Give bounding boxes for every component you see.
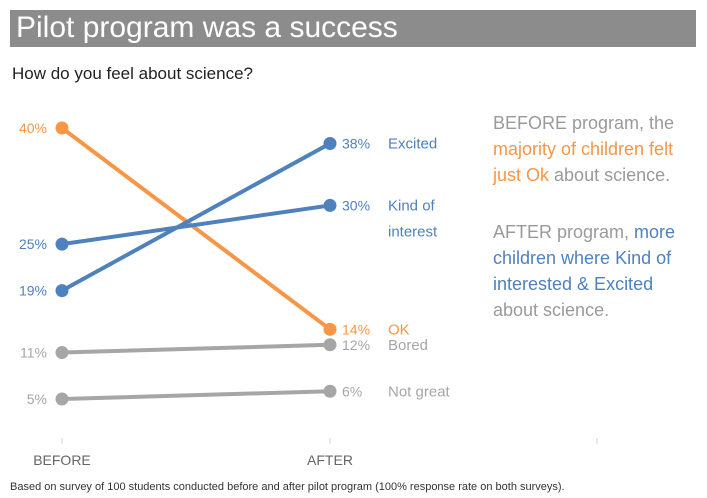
- value-label-not-great-before: 5%: [27, 391, 47, 407]
- narrative-after-highlight: more children where Kind of interested &…: [493, 222, 676, 294]
- value-label-excited-before: 19%: [19, 283, 47, 299]
- value-label-kind-of-interest-before: 25%: [19, 236, 47, 252]
- narrative-before: BEFORE program, the majority of children…: [493, 110, 703, 188]
- series-label-kind-of-interest-line2: interest: [388, 223, 438, 240]
- narrative-after-outro: about science.: [493, 300, 610, 320]
- point-kind-of-interest-after: [323, 198, 337, 212]
- point-kind-of-interest-before: [55, 237, 69, 251]
- point-not-great-after: [323, 384, 337, 398]
- value-label-ok-after: 14%: [342, 321, 370, 337]
- narrative-before-highlight: majority of children felt just Ok: [493, 139, 674, 185]
- series-line-not-great: [60, 389, 332, 401]
- series-line-ok: [60, 126, 332, 332]
- value-label-bored-before: 11%: [20, 345, 47, 361]
- series-line-bored: [60, 342, 332, 355]
- x-label-before: BEFORE: [33, 452, 91, 468]
- series-line-excited: [60, 141, 332, 293]
- title-bar: Pilot program was a success: [10, 10, 696, 47]
- x-label-after: AFTER: [307, 452, 353, 468]
- series-label-bored: Bored: [388, 337, 428, 354]
- series-label-excited: Excited: [388, 135, 437, 152]
- chart-title: Pilot program was a success: [16, 11, 398, 44]
- point-bored-after: [323, 338, 337, 352]
- value-label-not-great-after: 6%: [342, 383, 362, 399]
- footnote: Based on survey of 100 students conducte…: [10, 481, 565, 493]
- value-label-ok-before: 40%: [19, 120, 47, 136]
- value-label-kind-of-interest-after: 30%: [342, 197, 370, 213]
- narrative-before-outro: about science.: [554, 165, 671, 185]
- value-label-excited-after: 38%: [342, 135, 370, 151]
- series-label-ok: OK: [388, 321, 410, 338]
- point-bored-before: [55, 346, 69, 360]
- series-label-not-great: Not great: [388, 383, 451, 400]
- chart-subtitle: How do you feel about science?: [12, 64, 253, 83]
- series-label-kind-of-interest: Kind of: [388, 197, 436, 214]
- point-not-great-before: [55, 392, 69, 406]
- point-ok-after: [323, 322, 337, 336]
- point-ok-before: [55, 121, 69, 135]
- narrative-before-intro: BEFORE program, the: [493, 113, 675, 133]
- point-excited-after: [323, 136, 337, 150]
- narrative-after: AFTER program, more children where Kind …: [493, 219, 703, 323]
- value-label-bored-after: 12%: [342, 337, 370, 353]
- point-excited-before: [55, 284, 69, 298]
- narrative-after-intro: AFTER program,: [493, 222, 630, 242]
- series-line-kind-of-interest: [60, 203, 332, 247]
